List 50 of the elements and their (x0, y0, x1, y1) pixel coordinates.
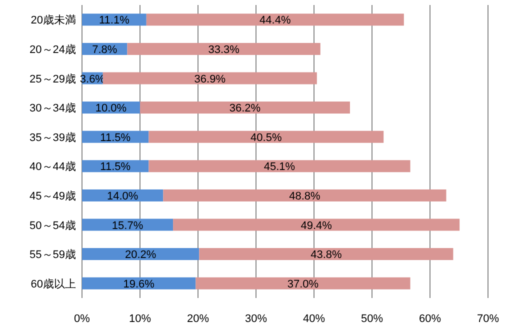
bar (196, 277, 410, 290)
data-label: 48.8% (289, 190, 321, 202)
data-label: 49.4% (300, 220, 332, 232)
bar (127, 42, 320, 55)
bar (82, 277, 196, 290)
y-tick-label: 35～39歳 (30, 130, 76, 144)
data-label: 19.6% (123, 278, 155, 290)
bar (82, 218, 174, 231)
bar (148, 160, 410, 172)
data-label: 11.1% (99, 14, 130, 27)
bar (102, 72, 317, 84)
data-label: 14.0% (107, 190, 138, 202)
data-label: 7.8% (92, 44, 118, 56)
y-tick-label: 25～29歳 (30, 72, 76, 86)
data-label: 36.9% (194, 73, 226, 86)
data-label: 37.0% (287, 278, 319, 290)
data-label: 44.4% (260, 14, 291, 27)
x-tick-label: 50% (360, 313, 384, 325)
bar (140, 102, 350, 114)
y-tick-label: 45～49歳 (30, 189, 76, 202)
data-label: 11.5% (100, 132, 131, 144)
bar (199, 248, 454, 260)
y-tick-label: 30～34歳 (30, 102, 76, 115)
data-label: 10.0% (95, 102, 127, 115)
data-label: 20.2% (124, 249, 156, 262)
data-label: 36.2% (229, 102, 261, 115)
bar (148, 130, 384, 143)
data-label: 15.7% (112, 220, 144, 232)
y-tick-label: 20～24歳 (30, 42, 76, 56)
data-label: 43.8% (310, 249, 342, 262)
y-tick-label: 20歳未満 (30, 14, 76, 27)
x-tick-label: 60% (418, 313, 442, 325)
data-label: 40.5% (250, 132, 282, 144)
y-tick-label: 40～44歳 (30, 160, 76, 174)
x-tick-label: 10% (128, 313, 152, 325)
y-tick-label: 60歳以上 (30, 277, 76, 290)
data-label: 11.5% (100, 161, 131, 174)
data-label: 33.3% (208, 44, 240, 56)
x-tick-label: 30% (244, 313, 268, 325)
data-label: 45.1% (264, 161, 296, 174)
bar (146, 14, 404, 26)
bar (82, 248, 200, 260)
y-tick-label: 50～54歳 (30, 218, 76, 232)
y-tick-label: 55～59歳 (30, 248, 76, 262)
bar (173, 218, 460, 231)
x-tick-label: 0% (74, 313, 90, 325)
bar (163, 189, 446, 202)
x-tick-label: 20% (186, 313, 210, 325)
x-tick-label: 70% (476, 313, 500, 325)
x-tick-label: 40% (302, 313, 326, 325)
